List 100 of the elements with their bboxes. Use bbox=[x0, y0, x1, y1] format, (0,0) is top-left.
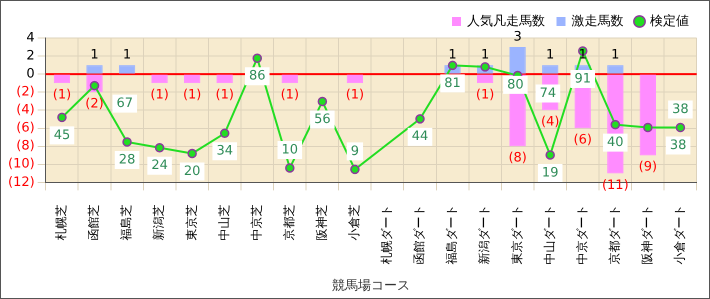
data-label: 1 bbox=[122, 47, 132, 62]
bar bbox=[86, 65, 103, 74]
data-label: 38 bbox=[672, 102, 689, 117]
bar bbox=[607, 65, 624, 74]
data-label: 9 bbox=[350, 144, 360, 159]
data-label: 86 bbox=[248, 68, 266, 84]
point bbox=[545, 150, 555, 160]
data-label: (2) bbox=[85, 96, 104, 112]
x-tick-label: 福島芝 bbox=[119, 204, 134, 240]
data-label: 10 bbox=[282, 142, 298, 158]
data-label: (1) bbox=[150, 88, 169, 102]
x-tick-label: 京都ダート bbox=[607, 204, 622, 264]
data-label: 3 bbox=[514, 29, 522, 44]
y-tick-label: (6) bbox=[16, 120, 35, 136]
data-label: 40 bbox=[607, 135, 624, 150]
data-label: 19 bbox=[542, 165, 558, 180]
x-tick-label: 新潟芝 bbox=[152, 204, 166, 240]
bar bbox=[216, 74, 233, 84]
x-tick-label: 札幌芝 bbox=[54, 204, 68, 240]
data-label: 91 bbox=[574, 71, 592, 86]
data-label: 44 bbox=[412, 129, 428, 144]
point bbox=[610, 120, 620, 130]
y-tick-label: (4) bbox=[16, 102, 35, 118]
data-label: (6) bbox=[574, 132, 592, 148]
data-label: 1 bbox=[611, 47, 620, 62]
data-label: (1) bbox=[52, 88, 72, 102]
data-label: 80 bbox=[507, 77, 524, 92]
point bbox=[285, 163, 295, 173]
x-tick-label: 東京芝 bbox=[184, 204, 198, 240]
data-label: (1) bbox=[346, 88, 364, 102]
x-axis-title: 競馬場コース bbox=[332, 278, 410, 294]
x-tick-label: 中山ダート bbox=[542, 204, 556, 264]
point bbox=[252, 53, 262, 63]
data-label: 1 bbox=[480, 47, 490, 62]
x-tick-label: 福島ダート bbox=[444, 204, 459, 264]
bar bbox=[151, 74, 168, 84]
point bbox=[448, 60, 458, 70]
point bbox=[187, 148, 197, 158]
x-tick-label: 京都芝 bbox=[282, 204, 296, 240]
x-tick-label: 中京ダート bbox=[574, 204, 589, 264]
legend-label: 人気凡走馬数 bbox=[467, 14, 545, 29]
point bbox=[220, 128, 230, 138]
data-label: (1) bbox=[182, 88, 202, 102]
point bbox=[480, 62, 490, 72]
x-tick-label: 小倉芝 bbox=[347, 204, 362, 240]
data-label: 67 bbox=[116, 96, 134, 112]
point bbox=[676, 122, 686, 132]
legend-label: 検定値 bbox=[650, 14, 689, 29]
x-tick-label: 東京ダート bbox=[510, 204, 524, 264]
x-tick-label: 札幌ダート bbox=[380, 204, 394, 264]
bar bbox=[510, 47, 526, 74]
y-tick-label: 4 bbox=[26, 30, 35, 46]
data-label: 34 bbox=[216, 144, 233, 159]
x-tick-label: 新潟ダート bbox=[477, 204, 492, 264]
data-label: (8) bbox=[508, 150, 527, 166]
data-label: 28 bbox=[118, 152, 136, 168]
data-label: 1 bbox=[546, 47, 554, 62]
bar bbox=[542, 65, 558, 74]
data-label: (4) bbox=[540, 114, 560, 130]
data-label: 1 bbox=[90, 47, 99, 62]
point bbox=[318, 96, 328, 106]
y-tick-label: (8) bbox=[16, 138, 35, 154]
data-label: 24 bbox=[151, 158, 168, 174]
bar bbox=[54, 74, 70, 84]
y-tick-label: (12) bbox=[8, 174, 35, 190]
y-tick-label: (2) bbox=[16, 84, 35, 100]
x-tick-label: 函館ダート bbox=[412, 204, 426, 264]
y-tick-label: (10) bbox=[8, 156, 35, 172]
legend-label: 激走馬数 bbox=[572, 14, 624, 29]
x-tick-label: 阪神芝 bbox=[314, 204, 328, 240]
bar bbox=[282, 74, 298, 84]
data-label: 1 bbox=[448, 47, 457, 62]
x-tick-label: 中山芝 bbox=[216, 204, 231, 240]
bar bbox=[346, 74, 364, 84]
point bbox=[350, 164, 360, 174]
point bbox=[57, 112, 67, 122]
point bbox=[643, 122, 653, 132]
x-tick-label: 阪神ダート bbox=[640, 204, 654, 264]
bar bbox=[118, 65, 136, 74]
data-label: (1) bbox=[280, 88, 300, 102]
bar bbox=[640, 74, 656, 156]
point bbox=[122, 137, 132, 147]
data-label: (1) bbox=[215, 88, 234, 102]
x-tick-label: 中京芝 bbox=[249, 204, 264, 240]
data-label: 56 bbox=[314, 112, 331, 127]
bar bbox=[476, 74, 494, 84]
x-tick-label: 小倉ダート bbox=[672, 204, 687, 264]
data-label: 38 bbox=[670, 138, 686, 153]
y-tick-label: 0 bbox=[26, 66, 35, 82]
bar bbox=[184, 74, 200, 84]
data-label: 45 bbox=[54, 128, 70, 143]
data-label: (9) bbox=[638, 160, 658, 175]
y-tick-label: 2 bbox=[26, 48, 35, 64]
data-label: 81 bbox=[444, 76, 461, 91]
data-label: 74 bbox=[540, 86, 556, 101]
data-label: 20 bbox=[184, 164, 200, 179]
point bbox=[415, 114, 425, 124]
point bbox=[154, 142, 164, 152]
data-label: (1) bbox=[476, 88, 494, 102]
x-tick-label: 函館芝 bbox=[86, 204, 101, 240]
